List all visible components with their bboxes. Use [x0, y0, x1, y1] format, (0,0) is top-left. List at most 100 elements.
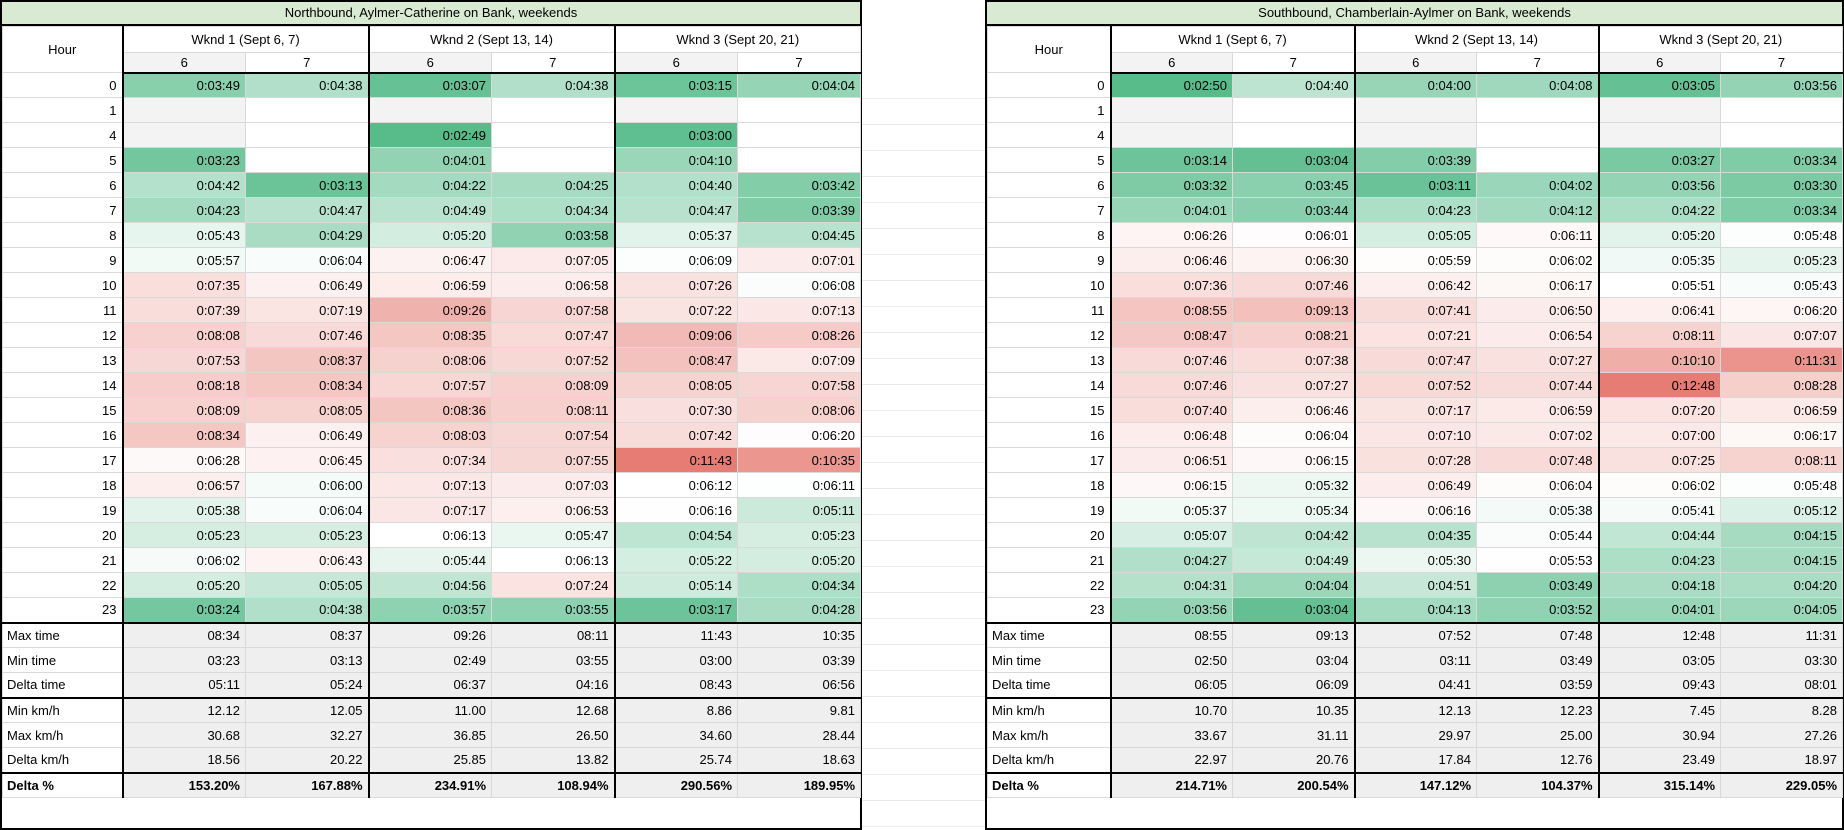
summary-value-cell[interactable]: 153.20% [121, 771, 246, 798]
travel-time-cell[interactable]: 0:04:29 [244, 222, 370, 248]
hour-cell[interactable]: 22 [987, 572, 1112, 598]
travel-time-cell[interactable]: 0:07:27 [1231, 372, 1356, 398]
summary-value-cell[interactable]: 30.94 [1597, 722, 1722, 748]
travel-time-cell[interactable]: 0:03:00 [613, 122, 739, 148]
day-header[interactable]: 6 [1597, 52, 1722, 74]
travel-time-cell[interactable]: 0:03:07 [367, 72, 493, 98]
empty-cell[interactable] [1231, 122, 1356, 148]
travel-time-cell[interactable]: 0:04:49 [1231, 547, 1356, 573]
empty-cell[interactable] [1109, 97, 1233, 123]
hour-cell[interactable]: 7 [987, 197, 1112, 223]
summary-label[interactable]: Min km/h [987, 696, 1112, 723]
travel-time-cell[interactable]: 0:03:23 [121, 147, 246, 173]
travel-time-cell[interactable]: 0:08:36 [367, 397, 493, 423]
travel-time-cell[interactable]: 0:07:26 [613, 272, 739, 298]
travel-time-cell[interactable]: 0:06:59 [1720, 397, 1844, 423]
summary-value-cell[interactable]: 10.70 [1109, 696, 1233, 723]
summary-value-cell[interactable]: 03:11 [1353, 647, 1478, 673]
travel-time-cell[interactable]: 0:08:11 [1720, 447, 1844, 473]
travel-time-cell[interactable]: 0:05:05 [1353, 222, 1478, 248]
travel-time-cell[interactable]: 0:03:04 [1231, 597, 1356, 623]
hour-cell[interactable]: 4 [987, 122, 1112, 148]
summary-value-cell[interactable]: 08:37 [244, 621, 370, 648]
summary-value-cell[interactable]: 23.49 [1597, 747, 1722, 773]
travel-time-cell[interactable]: 0:04:28 [737, 597, 862, 623]
summary-value-cell[interactable]: 29.97 [1353, 722, 1478, 748]
travel-time-cell[interactable]: 0:06:43 [244, 547, 370, 573]
travel-time-cell[interactable]: 0:07:28 [1353, 447, 1478, 473]
empty-cell[interactable] [737, 147, 862, 173]
hour-cell[interactable]: 9 [987, 247, 1112, 273]
hour-cell[interactable]: 16 [2, 422, 124, 448]
summary-value-cell[interactable]: 04:41 [1353, 672, 1478, 698]
travel-time-cell[interactable]: 0:05:14 [613, 572, 739, 598]
travel-time-cell[interactable]: 0:05:59 [1353, 247, 1478, 273]
travel-time-cell[interactable]: 0:08:06 [737, 397, 862, 423]
travel-time-cell[interactable]: 0:07:17 [1353, 397, 1478, 423]
travel-time-cell[interactable]: 0:07:55 [491, 447, 616, 473]
travel-time-cell[interactable]: 0:07:44 [1476, 372, 1600, 398]
summary-value-cell[interactable]: 12.12 [121, 696, 246, 723]
summary-value-cell[interactable]: 04:16 [491, 672, 616, 698]
travel-time-cell[interactable]: 0:08:06 [367, 347, 493, 373]
hour-cell[interactable]: 21 [2, 547, 124, 573]
empty-cell[interactable] [1476, 97, 1600, 123]
travel-time-cell[interactable]: 0:07:01 [737, 247, 862, 273]
summary-value-cell[interactable]: 03:05 [1597, 647, 1722, 673]
travel-time-cell[interactable]: 0:05:34 [1231, 497, 1356, 523]
travel-time-cell[interactable]: 0:07:48 [1476, 447, 1600, 473]
summary-value-cell[interactable]: 315.14% [1597, 771, 1722, 798]
travel-time-cell[interactable]: 0:03:44 [1231, 197, 1356, 223]
travel-time-cell[interactable]: 0:04:22 [367, 172, 493, 198]
day-header[interactable]: 6 [1353, 52, 1478, 74]
travel-time-cell[interactable]: 0:06:02 [121, 547, 246, 573]
travel-time-cell[interactable]: 0:11:31 [1720, 347, 1844, 373]
summary-label[interactable]: Max time [2, 621, 124, 648]
travel-time-cell[interactable]: 0:04:51 [1353, 572, 1478, 598]
travel-time-cell[interactable]: 0:05:47 [491, 522, 616, 548]
travel-time-cell[interactable]: 0:05:48 [1720, 472, 1844, 498]
day-header[interactable]: 7 [1231, 52, 1356, 74]
travel-time-cell[interactable]: 0:06:16 [1353, 497, 1478, 523]
travel-time-cell[interactable]: 0:08:34 [121, 422, 246, 448]
summary-label[interactable]: Delta % [2, 771, 124, 798]
empty-cell[interactable] [121, 122, 246, 148]
travel-time-cell[interactable]: 0:08:47 [1109, 322, 1233, 348]
summary-value-cell[interactable]: 03:13 [244, 647, 370, 673]
travel-time-cell[interactable]: 0:04:27 [1109, 547, 1233, 573]
travel-time-cell[interactable]: 0:04:04 [1231, 572, 1356, 598]
travel-time-cell[interactable]: 0:07:03 [491, 472, 616, 498]
travel-time-cell[interactable]: 0:07:46 [1231, 272, 1356, 298]
travel-time-cell[interactable]: 0:04:38 [491, 72, 616, 98]
travel-time-cell[interactable]: 0:06:01 [1231, 222, 1356, 248]
hour-cell[interactable]: 10 [987, 272, 1112, 298]
summary-value-cell[interactable]: 290.56% [613, 771, 739, 798]
travel-time-cell[interactable]: 0:07:05 [491, 247, 616, 273]
travel-time-cell[interactable]: 0:06:16 [613, 497, 739, 523]
travel-time-cell[interactable]: 0:05:20 [367, 222, 493, 248]
weekend-group-header[interactable]: Wknd 2 (Sept 13, 14) [367, 26, 616, 53]
summary-value-cell[interactable]: 10.35 [1231, 696, 1356, 723]
hour-cell[interactable]: 10 [2, 272, 124, 298]
hour-cell[interactable]: 5 [987, 147, 1112, 173]
travel-time-cell[interactable]: 0:05:20 [1597, 222, 1722, 248]
summary-value-cell[interactable]: 200.54% [1231, 771, 1356, 798]
summary-value-cell[interactable]: 07:48 [1476, 621, 1600, 648]
summary-value-cell[interactable]: 06:05 [1109, 672, 1233, 698]
travel-time-cell[interactable]: 0:06:15 [1231, 447, 1356, 473]
travel-time-cell[interactable]: 0:03:27 [1597, 147, 1722, 173]
summary-value-cell[interactable]: 25.85 [367, 747, 493, 773]
summary-label[interactable]: Delta time [2, 672, 124, 698]
travel-time-cell[interactable]: 0:07:22 [613, 297, 739, 323]
travel-time-cell[interactable]: 0:03:39 [737, 197, 862, 223]
summary-label[interactable]: Max time [987, 621, 1112, 648]
summary-label[interactable]: Min time [2, 647, 124, 673]
travel-time-cell[interactable]: 0:08:34 [244, 372, 370, 398]
travel-time-cell[interactable]: 0:07:47 [1353, 347, 1478, 373]
travel-time-cell[interactable]: 0:07:42 [613, 422, 739, 448]
hour-cell[interactable]: 8 [2, 222, 124, 248]
travel-time-cell[interactable]: 0:06:30 [1231, 247, 1356, 273]
travel-time-cell[interactable]: 0:07:13 [737, 297, 862, 323]
empty-cell[interactable] [244, 122, 370, 148]
summary-label[interactable]: Min km/h [2, 696, 124, 723]
